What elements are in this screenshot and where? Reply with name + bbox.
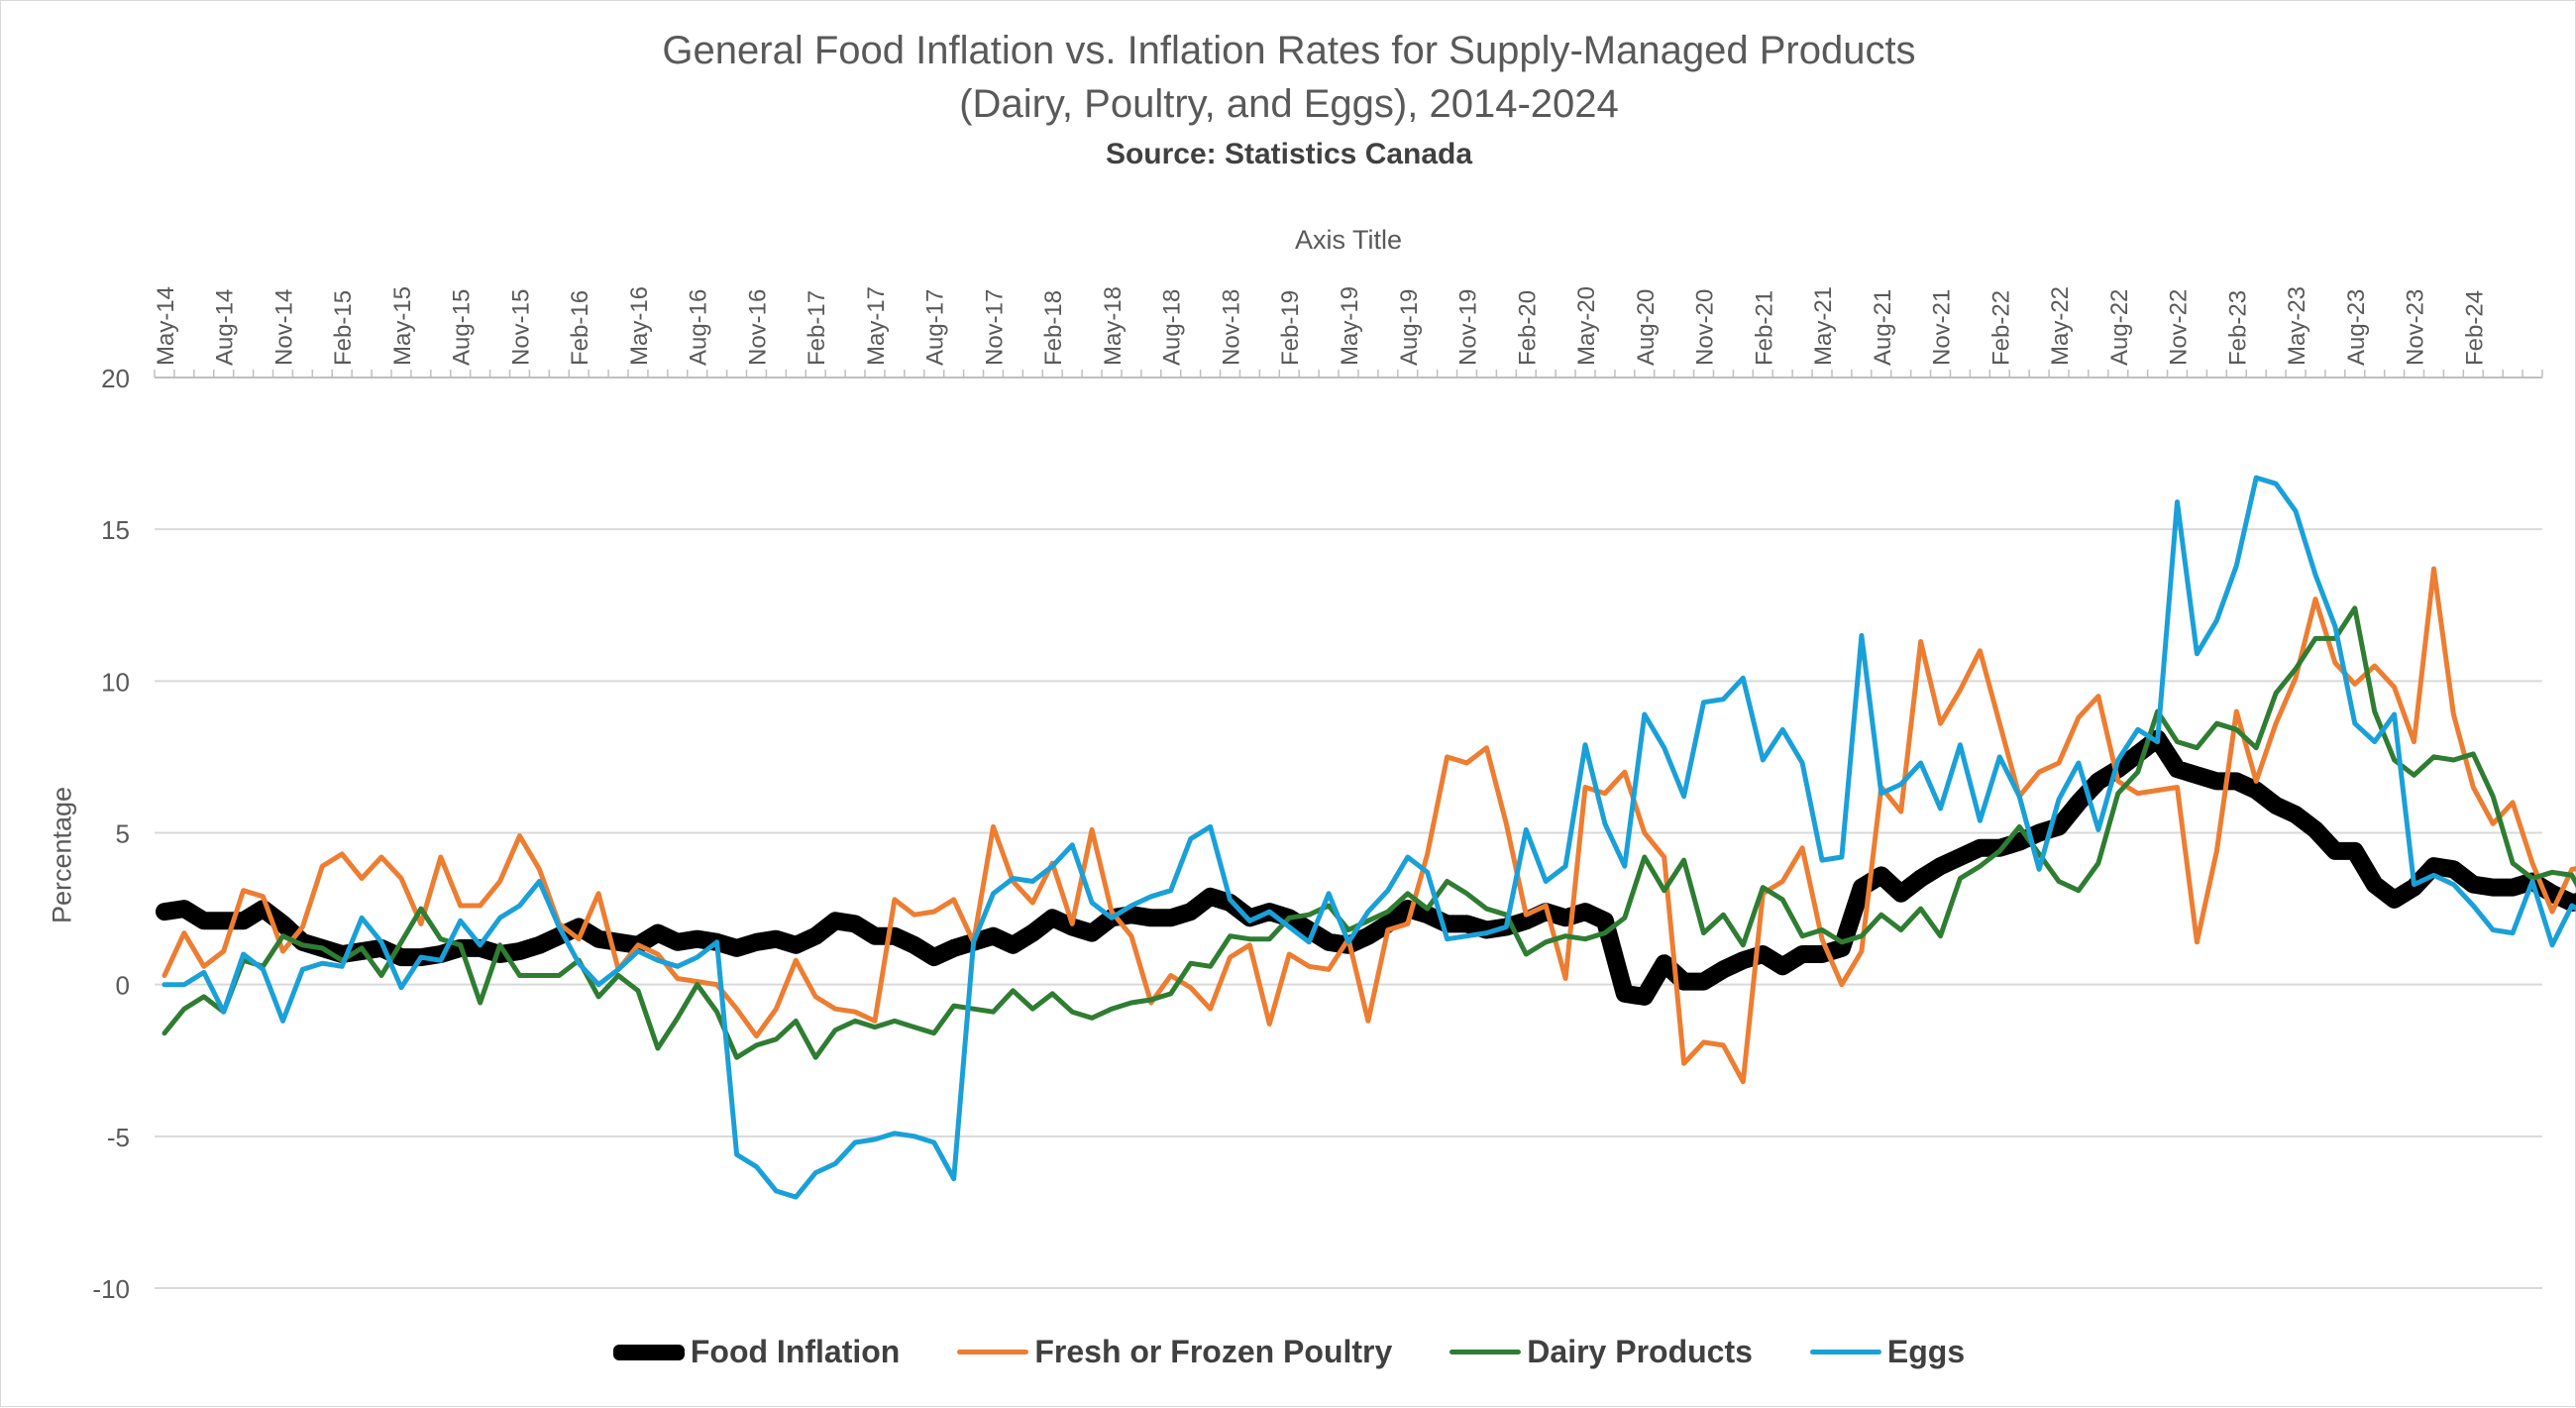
legend-item: Food Inflation — [612, 1334, 901, 1370]
x-tick-label: May-15 — [389, 286, 416, 366]
chart-subtitle: Source: Statistics Canada — [1105, 138, 1473, 170]
chart-title: General Food Inflation vs. Inflation Rat… — [662, 29, 1916, 72]
legend-item: Eggs — [1809, 1334, 1966, 1370]
y-tick-label: 0 — [116, 971, 130, 1001]
x-tick-label: Aug-22 — [2106, 289, 2133, 366]
x-tick-label: Aug-18 — [1159, 289, 1186, 366]
y-tick-label: 10 — [101, 667, 130, 697]
x-tick-label: Nov-14 — [270, 289, 297, 366]
x-tick-label: Feb-22 — [1987, 290, 2014, 366]
x-tick-label: Feb-15 — [330, 290, 357, 366]
series-line-eggs — [161, 475, 2576, 1200]
x-tick-label: Aug-20 — [1633, 289, 1660, 366]
x-tick-label: Aug-23 — [2343, 289, 2370, 366]
x-tick-label: May-21 — [1810, 286, 1837, 366]
series-lines — [156, 475, 2576, 1200]
legend: Food Inflation Fresh or Frozen Poultry Dai… — [1, 1334, 2576, 1370]
x-tick-label: May-23 — [2284, 286, 2310, 366]
x-tick-label: Feb-21 — [1751, 290, 1777, 366]
x-tick-label: Nov-16 — [744, 289, 771, 366]
x-tick-label: May-16 — [626, 286, 653, 366]
x-tick-label: Feb-17 — [804, 290, 830, 366]
x-tick-label: May-17 — [863, 286, 890, 366]
x-tick-label: Feb-19 — [1277, 290, 1304, 366]
x-axis-title: Axis Title — [1294, 225, 1403, 255]
legend-item: Dairy Products — [1449, 1334, 1753, 1370]
x-tick-label: May-18 — [1100, 286, 1127, 366]
legend-label: Eggs — [1886, 1334, 1966, 1369]
x-tick-label: Feb-24 — [2461, 290, 2488, 366]
legend-label: Food Inflation — [690, 1334, 901, 1369]
legend-label: Dairy Products — [1527, 1334, 1753, 1369]
x-tick-label: Nov-22 — [2166, 289, 2193, 366]
legend-item: Fresh or Frozen Poultry — [957, 1334, 1392, 1370]
x-tick-label: May-14 — [153, 286, 179, 366]
y-tick-label: 20 — [101, 364, 130, 393]
x-tick-label: Nov-21 — [1929, 289, 1956, 366]
x-axis: May-14 Aug-14 Nov-14 Feb-15 May-15 Aug-15 Nov-… — [153, 286, 2543, 379]
x-tick-label: Nov-15 — [507, 289, 534, 366]
x-tick-label: Nov-20 — [1692, 289, 1719, 366]
x-tick-label: Aug-15 — [449, 289, 476, 366]
legend-swatch — [1809, 1350, 1881, 1354]
x-tick-label: Aug-14 — [212, 289, 239, 366]
x-tick-label: Feb-20 — [1514, 290, 1541, 366]
x-tick-label: Nov-23 — [2403, 289, 2429, 366]
x-tick-label: Aug-17 — [922, 289, 949, 366]
x-tick-label: Nov-19 — [1455, 289, 1482, 366]
series-line-fresh-or-frozen-poultry — [161, 566, 2576, 1085]
chart-title-line2: (Dairy, Poultry, and Eggs), 2014-2024 — [959, 82, 1619, 126]
x-tick-label: Feb-16 — [567, 290, 593, 366]
legend-swatch — [957, 1350, 1029, 1354]
legend-label: Fresh or Frozen Poultry — [1034, 1334, 1393, 1369]
legend-swatch — [612, 1344, 685, 1360]
x-tick-label: Nov-17 — [981, 289, 1008, 366]
x-tick-label: Aug-19 — [1396, 289, 1423, 366]
x-tick-label: Aug-16 — [686, 289, 712, 366]
y-tick-label: -10 — [92, 1274, 130, 1304]
x-tick-label: Nov-18 — [1218, 289, 1244, 366]
y-tick-label: 15 — [101, 515, 130, 545]
x-tick-label: Aug-21 — [1870, 289, 1896, 366]
legend-swatch — [1449, 1350, 1522, 1354]
y-axis: 20 15 10 5 0 -5 -10 — [92, 364, 130, 1304]
x-tick-label: Feb-23 — [2224, 290, 2251, 366]
y-tick-label: 5 — [116, 819, 130, 849]
x-tick-label: Feb-18 — [1040, 290, 1067, 366]
series-line-food-inflation — [156, 729, 2576, 1006]
y-tick-label: -5 — [107, 1123, 130, 1152]
x-tick-label: May-20 — [1573, 286, 1600, 366]
x-tick-label: May-22 — [2047, 286, 2074, 366]
x-tick-label: May-19 — [1337, 286, 1363, 366]
